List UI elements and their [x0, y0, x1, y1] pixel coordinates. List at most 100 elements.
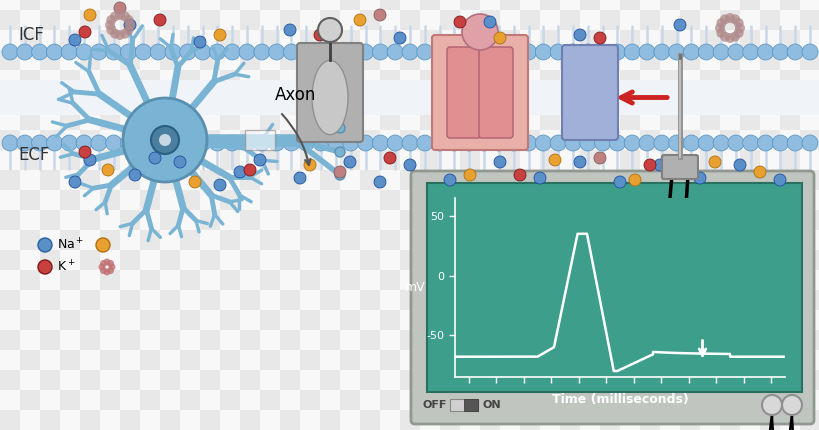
Bar: [140, 350, 160, 370]
Bar: [659, 130, 679, 150]
Circle shape: [209, 44, 225, 60]
Bar: [240, 230, 260, 250]
Bar: [559, 290, 579, 310]
FancyBboxPatch shape: [432, 35, 527, 150]
Bar: [200, 110, 219, 130]
Circle shape: [224, 44, 240, 60]
Bar: [699, 50, 719, 70]
Bar: [160, 90, 180, 110]
Bar: [340, 170, 360, 190]
Bar: [699, 70, 719, 90]
Bar: [440, 170, 459, 190]
Bar: [459, 350, 479, 370]
Bar: [779, 310, 799, 330]
Bar: [200, 30, 219, 50]
Bar: [80, 90, 100, 110]
Bar: [279, 90, 300, 110]
Circle shape: [120, 135, 136, 151]
Bar: [140, 250, 160, 270]
Bar: [180, 230, 200, 250]
Bar: [799, 190, 819, 210]
Bar: [100, 230, 120, 250]
Bar: [260, 30, 279, 50]
Bar: [659, 350, 679, 370]
Bar: [219, 390, 240, 410]
Bar: [739, 150, 759, 170]
Bar: [699, 350, 719, 370]
Bar: [639, 410, 659, 430]
Bar: [319, 310, 340, 330]
Bar: [479, 350, 500, 370]
Bar: [699, 90, 719, 110]
Bar: [519, 370, 540, 390]
Bar: [219, 230, 240, 250]
Circle shape: [609, 135, 625, 151]
Bar: [140, 130, 160, 150]
Bar: [20, 410, 40, 430]
Bar: [719, 30, 739, 50]
Bar: [600, 90, 619, 110]
Bar: [20, 210, 40, 230]
Bar: [300, 370, 319, 390]
Circle shape: [165, 135, 181, 151]
Bar: [540, 30, 559, 50]
Circle shape: [593, 32, 605, 44]
Bar: [519, 50, 540, 70]
Bar: [639, 50, 659, 70]
Bar: [100, 30, 120, 50]
Circle shape: [372, 44, 388, 60]
Bar: [100, 310, 120, 330]
Bar: [559, 390, 579, 410]
Bar: [80, 350, 100, 370]
Bar: [0, 370, 20, 390]
Bar: [319, 210, 340, 230]
Bar: [519, 190, 540, 210]
Bar: [419, 70, 440, 90]
Bar: [519, 10, 540, 30]
Circle shape: [491, 44, 506, 60]
Bar: [639, 350, 659, 370]
Bar: [219, 350, 240, 370]
Bar: [759, 10, 779, 30]
Bar: [540, 370, 559, 390]
Bar: [579, 70, 600, 90]
Bar: [40, 0, 60, 10]
Bar: [0, 10, 20, 30]
Bar: [40, 270, 60, 290]
Bar: [240, 250, 260, 270]
Bar: [100, 330, 120, 350]
Bar: [379, 310, 400, 330]
Circle shape: [124, 19, 136, 31]
Circle shape: [179, 44, 196, 60]
Bar: [0, 30, 20, 50]
Bar: [779, 370, 799, 390]
Bar: [219, 370, 240, 390]
Bar: [419, 330, 440, 350]
Bar: [400, 230, 419, 250]
Bar: [200, 310, 219, 330]
Circle shape: [733, 159, 745, 171]
Bar: [679, 90, 699, 110]
Bar: [559, 350, 579, 370]
Bar: [300, 190, 319, 210]
Bar: [600, 270, 619, 290]
Bar: [180, 210, 200, 230]
Bar: [240, 330, 260, 350]
Circle shape: [108, 264, 115, 270]
Bar: [400, 250, 419, 270]
Bar: [100, 0, 120, 10]
Bar: [60, 190, 80, 210]
Bar: [759, 190, 779, 210]
Bar: [279, 330, 300, 350]
Bar: [379, 170, 400, 190]
Circle shape: [404, 159, 415, 171]
Bar: [739, 0, 759, 10]
Circle shape: [713, 44, 728, 60]
Bar: [479, 170, 500, 190]
Bar: [279, 30, 300, 50]
Bar: [779, 290, 799, 310]
Bar: [180, 330, 200, 350]
Bar: [120, 70, 140, 90]
Bar: [639, 0, 659, 10]
Bar: [0, 150, 20, 170]
